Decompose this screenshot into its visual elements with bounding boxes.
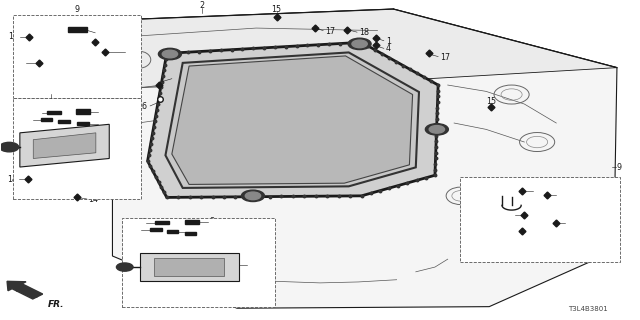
Polygon shape [20,124,109,167]
Text: 14: 14 [88,195,98,204]
Text: 4: 4 [386,44,391,53]
Circle shape [159,48,181,60]
Bar [167,230,178,233]
Bar [156,221,170,224]
Text: 16: 16 [138,102,148,111]
Text: 17: 17 [440,53,450,62]
Circle shape [116,263,133,271]
Bar [13,98,141,199]
Text: FR.: FR. [47,300,64,309]
Text: 2: 2 [199,1,204,10]
Circle shape [348,38,371,50]
Polygon shape [154,258,224,276]
Text: 12: 12 [557,190,568,199]
Text: 15: 15 [486,97,496,106]
Polygon shape [113,9,617,308]
Bar [150,228,162,231]
Text: 9: 9 [617,163,622,172]
Text: 1: 1 [386,37,391,46]
Text: 9: 9 [75,5,80,14]
Bar [76,109,90,114]
Circle shape [429,125,445,133]
Text: 6: 6 [26,116,31,124]
Text: 13: 13 [248,260,258,269]
Text: 6: 6 [135,226,140,235]
Text: 15: 15 [271,5,282,14]
Bar [122,218,275,307]
Bar [461,177,620,262]
Text: 17: 17 [325,27,335,36]
Text: 11: 11 [15,58,25,68]
Text: 6: 6 [99,119,104,128]
Polygon shape [140,253,239,281]
Circle shape [352,40,367,48]
Bar [58,120,70,123]
Text: 7: 7 [140,218,145,227]
Circle shape [0,142,19,152]
Text: 12: 12 [534,186,544,195]
Text: T3L4B3801: T3L4B3801 [568,306,608,312]
Text: 10: 10 [504,210,514,219]
Bar [184,220,198,224]
Text: 8: 8 [209,217,214,226]
Text: 18: 18 [359,28,369,37]
Bar [68,27,87,32]
Text: 3: 3 [174,74,179,83]
Polygon shape [33,133,96,158]
Text: 12: 12 [100,28,110,37]
Text: 10: 10 [127,47,136,56]
Circle shape [241,190,264,202]
Text: 14: 14 [7,175,17,184]
Circle shape [163,50,177,58]
Polygon shape [172,56,413,184]
Text: 5: 5 [48,87,53,97]
Polygon shape [113,9,617,88]
Bar [47,111,61,114]
Bar [184,232,196,235]
Polygon shape [148,42,438,197]
Polygon shape [166,52,419,188]
FancyArrow shape [7,281,43,299]
Bar [13,15,141,98]
Circle shape [426,124,449,135]
Bar [41,118,52,121]
Text: 8: 8 [99,108,104,116]
Text: 7: 7 [36,108,41,117]
Circle shape [245,192,260,200]
Text: 6: 6 [189,228,194,237]
Bar [77,122,89,125]
Text: 12: 12 [8,32,19,41]
Text: 11: 11 [566,218,577,227]
